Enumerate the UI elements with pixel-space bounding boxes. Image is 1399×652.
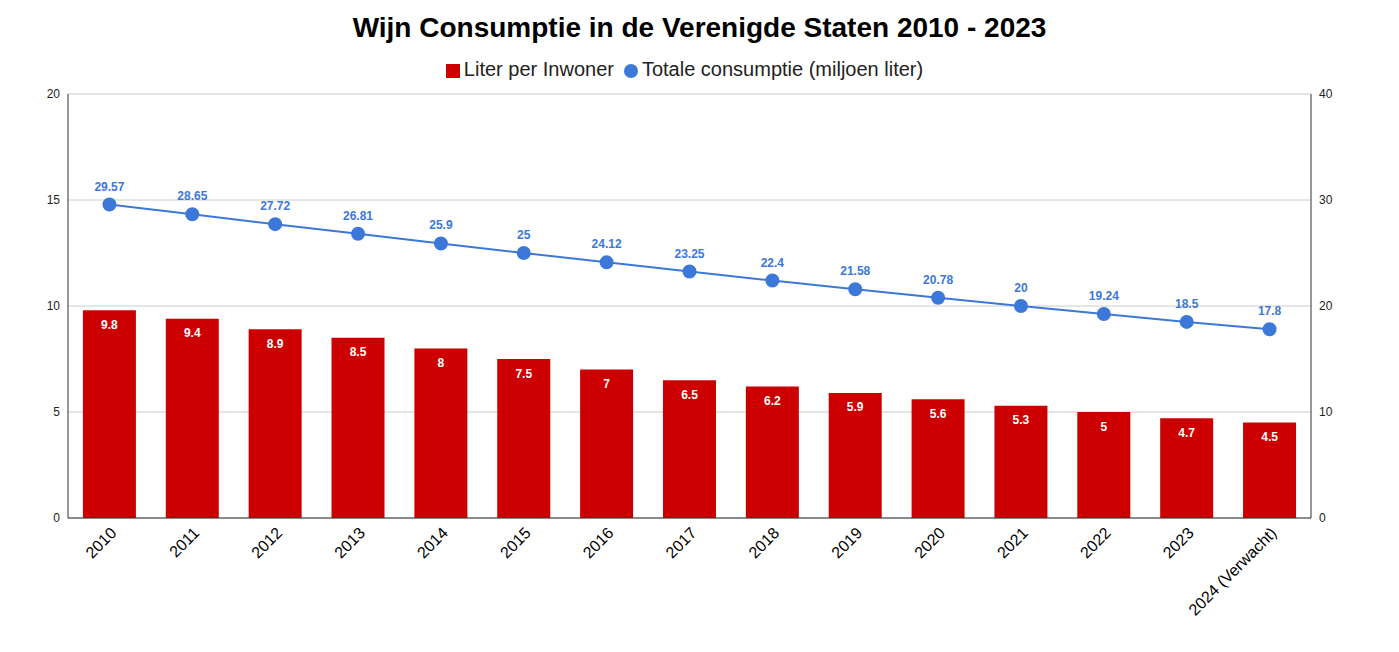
svg-text:6.2: 6.2 (764, 394, 781, 408)
svg-text:28.65: 28.65 (177, 189, 207, 203)
svg-text:2019: 2019 (828, 524, 865, 561)
svg-text:2018: 2018 (745, 524, 782, 561)
svg-text:2024 (Verwacht): 2024 (Verwacht) (1185, 524, 1279, 618)
svg-text:4.5: 4.5 (1261, 430, 1278, 444)
svg-text:2020: 2020 (911, 524, 948, 561)
svg-text:10: 10 (1319, 405, 1333, 419)
svg-text:9.4: 9.4 (184, 326, 201, 340)
svg-text:9.8: 9.8 (101, 318, 118, 332)
svg-text:2022: 2022 (1077, 524, 1114, 561)
html-text:Wijn Consumptie in de Verenigd: Wijn Consumptie in de Verenigde Staten 2… (352, 12, 1047, 43)
svg-text:2021: 2021 (994, 524, 1031, 561)
svg-text:20.78: 20.78 (923, 273, 953, 287)
svg-text:23.25: 23.25 (674, 247, 704, 261)
svg-text:8.9: 8.9 (267, 337, 284, 351)
svg-text:2010: 2010 (82, 524, 119, 561)
svg-text:5.9: 5.9 (847, 400, 864, 414)
svg-text:10: 10 (47, 299, 61, 313)
svg-text:29.57: 29.57 (94, 180, 124, 194)
svg-text:19.24: 19.24 (1089, 289, 1119, 303)
svg-text:2016: 2016 (580, 524, 617, 561)
svg-text:7: 7 (603, 377, 610, 391)
svg-text:8: 8 (438, 356, 445, 370)
svg-text:5.3: 5.3 (1013, 413, 1030, 427)
svg-text:25.9: 25.9 (429, 218, 453, 232)
svg-text:2013: 2013 (331, 524, 368, 561)
svg-text:4.7: 4.7 (1178, 426, 1195, 440)
svg-text:27.72: 27.72 (260, 199, 290, 213)
svg-text:0: 0 (1319, 511, 1326, 525)
html-text:Totale consumptie (miljoen lit: Totale consumptie (miljoen liter) (641, 58, 924, 80)
svg-text:18.5: 18.5 (1175, 297, 1199, 311)
svg-text:5.6: 5.6 (930, 407, 947, 421)
svg-text:26.81: 26.81 (343, 209, 373, 223)
svg-text:20: 20 (47, 87, 61, 101)
svg-text:25: 25 (517, 228, 531, 242)
svg-text:17.8: 17.8 (1258, 304, 1282, 318)
svg-text:24.12: 24.12 (592, 237, 622, 251)
html-text:Liter per Inwoner: Liter per Inwoner (463, 58, 614, 80)
svg-text:20: 20 (1014, 281, 1028, 295)
svg-text:5: 5 (1100, 420, 1107, 434)
svg-text:2017: 2017 (662, 524, 699, 561)
svg-text:2023: 2023 (1160, 524, 1197, 561)
svg-text:15: 15 (47, 193, 61, 207)
svg-text:40: 40 (1319, 87, 1333, 101)
svg-text:22.4: 22.4 (761, 256, 785, 270)
svg-text:2012: 2012 (248, 524, 285, 561)
svg-text:2015: 2015 (497, 524, 534, 561)
svg-text:2011: 2011 (166, 524, 202, 560)
svg-text:2014: 2014 (414, 524, 451, 561)
svg-text:7.5: 7.5 (515, 367, 532, 381)
svg-text:6.5: 6.5 (681, 388, 698, 402)
svg-text:0: 0 (53, 511, 60, 525)
svg-text:30: 30 (1319, 193, 1333, 207)
svg-text:5: 5 (53, 405, 60, 419)
svg-text:21.58: 21.58 (840, 264, 870, 278)
svg-text:8.5: 8.5 (350, 345, 367, 359)
svg-text:20: 20 (1319, 299, 1333, 313)
